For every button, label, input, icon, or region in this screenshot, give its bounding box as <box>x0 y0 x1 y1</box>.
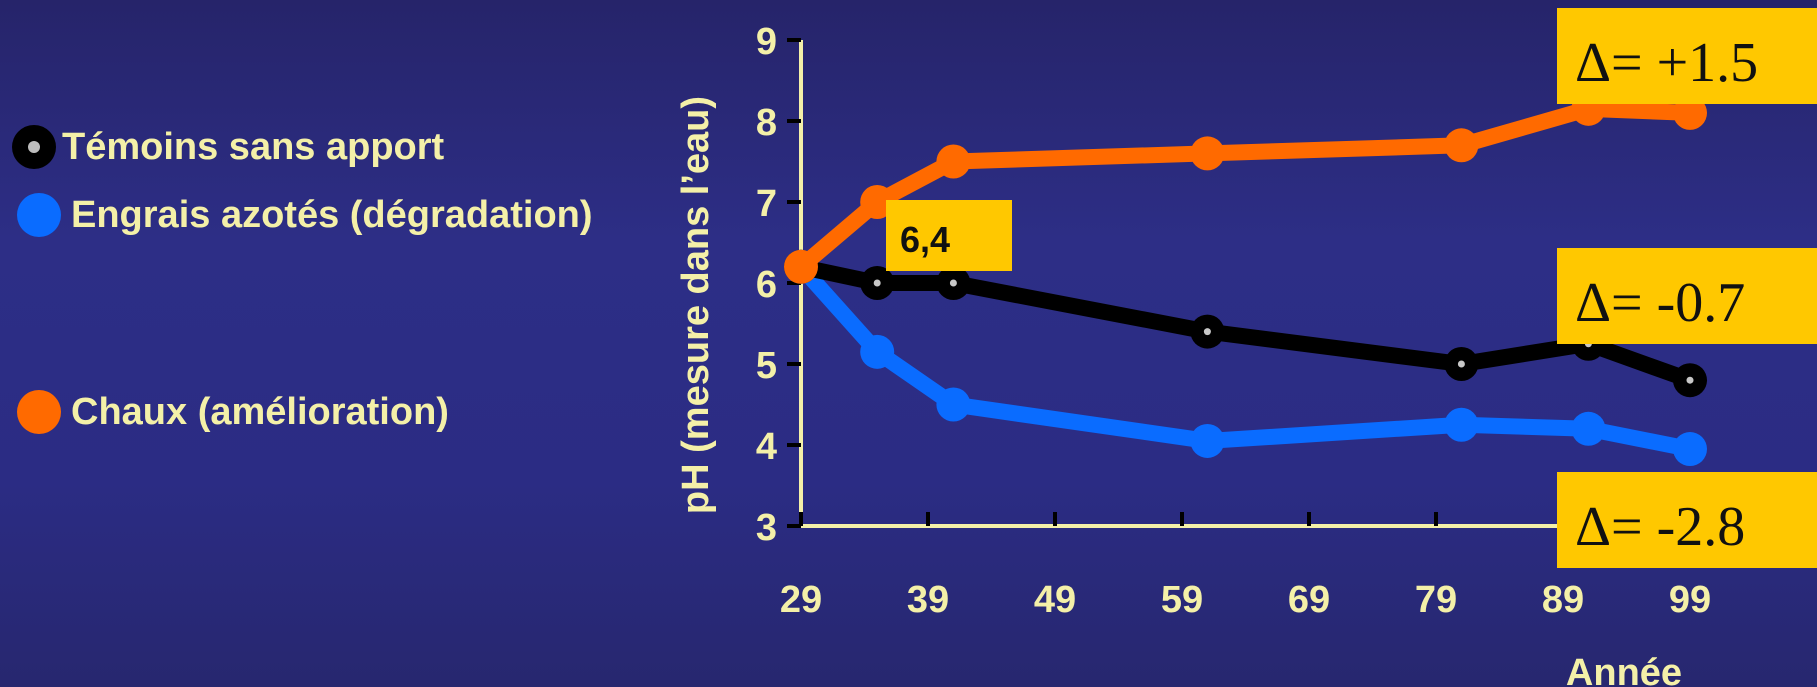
data-point-chaux <box>1190 136 1225 171</box>
data-point-center <box>949 279 957 287</box>
data-point-chaux <box>936 144 971 179</box>
orange-dot-icon <box>17 390 61 434</box>
x-tick-label: 79 <box>1415 579 1457 621</box>
black-dot-icon <box>12 125 56 169</box>
x-tick-label: 29 <box>780 579 822 621</box>
legend-label: Engrais azotés (dégradation) <box>71 193 593 236</box>
x-tick-label: 99 <box>1669 579 1711 621</box>
data-point-chaux <box>860 185 895 219</box>
annotation-background <box>1557 8 1817 104</box>
legend-label: Témoins sans apport <box>62 125 445 168</box>
x-tick-label: 39 <box>907 579 949 621</box>
y-axis-title: pH (mesure dans l’eau) <box>675 96 717 514</box>
data-point-center <box>1686 376 1694 384</box>
data-point-center <box>873 279 881 287</box>
y-tick-label: 7 <box>756 183 777 225</box>
x-tick-label: 49 <box>1034 579 1076 621</box>
annotation-box: Δ= -0.7 <box>1557 248 1817 344</box>
data-point-chaux <box>784 249 818 284</box>
data-point-engrais <box>1673 432 1707 467</box>
series-line-temoins <box>793 258 1698 389</box>
annotation-background <box>886 200 1012 271</box>
y-tick-label: 8 <box>756 102 777 144</box>
annotation-background <box>1557 248 1817 344</box>
annotation-box: Δ= -2.8 <box>1557 472 1817 568</box>
y-tick-label: 5 <box>756 345 777 387</box>
annotation-layer: 6,4 Δ= +1.5 Δ= -0.7 Δ= -2.8 <box>886 8 1817 568</box>
data-point-engrais <box>1571 411 1606 446</box>
annotation-box: Δ= +1.5 <box>1557 8 1817 104</box>
y-tick-label: 9 <box>756 21 777 63</box>
data-point-chaux <box>1673 95 1707 130</box>
annotation-text: Δ= -2.8 <box>1575 496 1745 558</box>
data-point-center <box>1203 328 1211 336</box>
legend-label: Chaux (amélioration) <box>71 390 449 433</box>
series-line-engrais <box>793 258 1698 458</box>
annotation-text: Δ= +1.5 <box>1575 32 1758 94</box>
legend-item-chaux: Chaux (amélioration) <box>17 390 449 434</box>
data-point-center <box>1457 360 1465 368</box>
annotation-text: Δ= -0.7 <box>1575 272 1745 334</box>
data-point-engrais <box>1444 407 1479 442</box>
x-axis-title: Année <box>1566 652 1682 687</box>
blue-dot-icon <box>17 193 61 237</box>
x-tick-label: 69 <box>1288 579 1330 621</box>
annotation-text: 6,4 <box>900 219 950 260</box>
legend-item-engrais: Engrais azotés (dégradation) <box>17 193 593 237</box>
x-tick-label: 89 <box>1542 579 1584 621</box>
y-tick-label: 6 <box>756 264 777 306</box>
y-tick-label: 3 <box>756 507 777 549</box>
data-point-engrais <box>860 334 895 369</box>
data-point-engrais <box>936 387 971 422</box>
annotation-box: 6,4 <box>886 200 1012 271</box>
legend-item-temoins: Témoins sans apport <box>12 125 444 169</box>
data-point-engrais <box>1190 423 1225 458</box>
y-tick-label: 4 <box>756 426 777 468</box>
x-tick-label: 59 <box>1161 579 1203 621</box>
annotation-background <box>1557 472 1817 568</box>
data-point-chaux <box>1444 128 1479 163</box>
